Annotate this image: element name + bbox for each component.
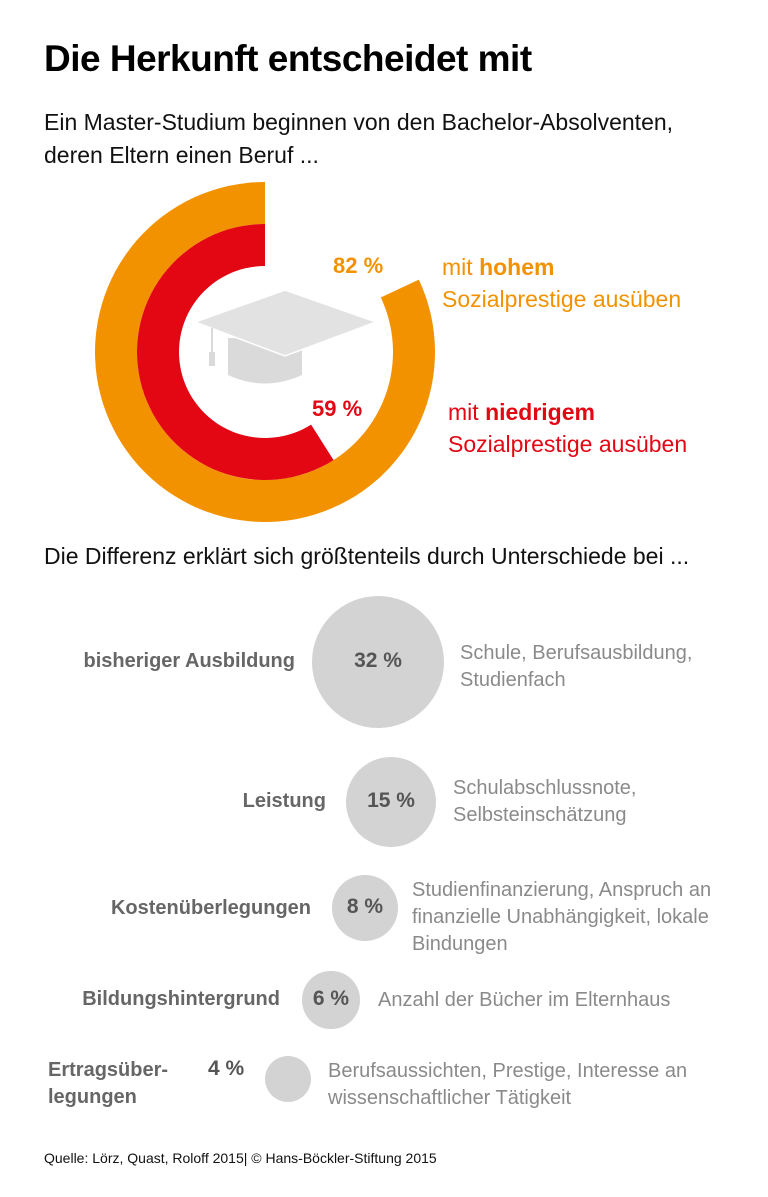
ring-chart <box>95 182 435 522</box>
source-note: Quelle: Lörz, Quast, Roloff 2015| © Hans… <box>44 1150 437 1166</box>
factor-value: 15 % <box>367 789 415 812</box>
factor-bubble <box>264 1055 312 1103</box>
legend-low-bold: niedrigem <box>485 399 595 425</box>
factor-bubble <box>345 756 437 848</box>
section-intro: Die Differenz erklärt sich größtenteils … <box>44 543 690 569</box>
factor-bubble <box>332 875 398 941</box>
factor-bubble <box>302 971 360 1029</box>
factor-name: Leistung <box>242 790 326 812</box>
legend-high-suffix: Sozialprestige ausüben <box>442 286 682 312</box>
factor-name: bisheriger Ausbildung <box>83 650 296 672</box>
chart-subtitle: Ein Master-Studium beginnen von den Bach… <box>44 109 674 168</box>
factor-bubble <box>312 596 444 728</box>
ring-value-high: 82 % <box>333 253 384 278</box>
ring-value-low: 59 % <box>312 396 363 421</box>
factor-name: Ertragsüber-legungen <box>48 1059 169 1108</box>
factor-value: 6 % <box>312 987 350 1010</box>
legend-low-prefix: mit <box>448 399 479 425</box>
factor-description: Anzahl der Bücher im Elternhaus <box>378 989 671 1011</box>
factor-name: Kostenüberlegungen <box>110 897 311 919</box>
factor-description: Schule, Berufsausbildung, Studienfach <box>460 642 693 691</box>
legend-low: mit niedrigem Sozialprestige ausüben <box>448 396 687 460</box>
ring-arc-low <box>136 224 334 480</box>
legend-high-bold: hohem <box>479 254 555 280</box>
legend-high-prefix: mit <box>442 254 473 280</box>
legend-low-suffix: Sozialprestige ausüben <box>448 431 688 457</box>
factor-description: Schulabschlussnote, Selbsteinschätzung <box>453 777 637 826</box>
factor-value: 8 % <box>346 895 384 918</box>
factor-name: Bildungshintergrund <box>82 988 280 1010</box>
factor-value: 32 % <box>354 649 402 672</box>
graduation-cap-icon <box>192 289 379 384</box>
legend-high: mit hohem Sozialprestige ausüben <box>442 251 681 315</box>
factor-description: Studienfinanzierung, Anspruch an finanzi… <box>412 879 712 955</box>
factor-value: 4 % <box>208 1057 245 1080</box>
factor-description: Berufsaussichten, Prestige, Interesse an… <box>328 1060 688 1109</box>
chart-title: Die Herkunft entscheidet mit <box>44 38 532 79</box>
